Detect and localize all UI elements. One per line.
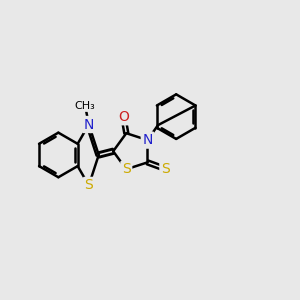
- Text: CH₃: CH₃: [75, 100, 95, 111]
- Text: S: S: [122, 162, 131, 176]
- Text: N: N: [142, 133, 153, 147]
- Text: S: S: [84, 178, 93, 192]
- Text: S: S: [161, 162, 170, 176]
- Text: N: N: [84, 118, 94, 131]
- Text: O: O: [118, 110, 129, 124]
